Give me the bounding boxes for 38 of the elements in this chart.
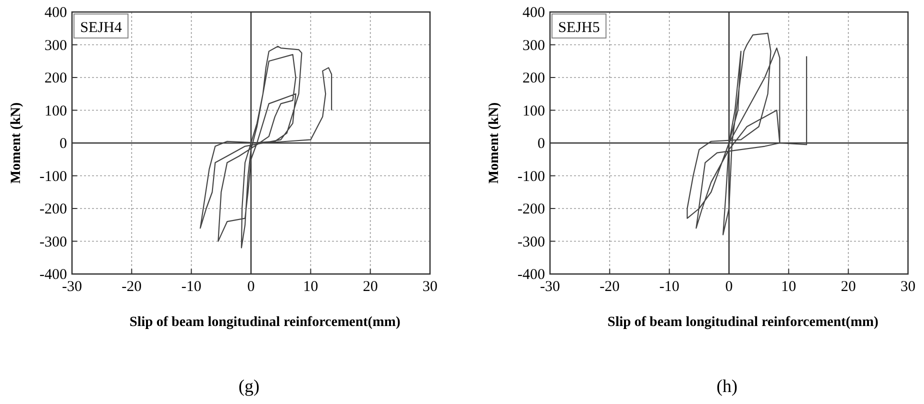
x-tick-label: -10 <box>659 279 680 295</box>
y-tick-label: -300 <box>518 234 545 250</box>
y-tick-label: 400 <box>522 5 545 21</box>
text: (g) <box>238 376 260 396</box>
y-tick-label: 300 <box>44 38 67 54</box>
y-tick-label: 200 <box>522 70 545 86</box>
y-tick-label: 400 <box>44 5 67 21</box>
y-tick-label: -100 <box>40 168 67 185</box>
x-tick-label: 0 <box>725 279 733 295</box>
x-tick-label: 20 <box>362 279 378 295</box>
y-tick-label: 300 <box>522 38 545 54</box>
y-axis-title: Moment (kN) <box>9 102 24 184</box>
x-tick-label: -20 <box>600 279 620 295</box>
x-tick-label: -10 <box>181 279 202 295</box>
x-axis-title: Slip of beam longitudinal reinforcement(mm) <box>130 315 401 330</box>
x-tick-label: 0 <box>247 279 255 295</box>
text: SEJH4 <box>80 20 122 36</box>
y-tick-label: -200 <box>518 202 545 218</box>
x-tick-label: 10 <box>781 279 796 295</box>
y-tick-label: 0 <box>538 136 545 152</box>
text: (h) <box>716 376 738 396</box>
y-tick-label: -100 <box>518 168 545 185</box>
y-tick-label: 0 <box>60 136 67 152</box>
x-tick-label: 10 <box>303 279 318 295</box>
line-series <box>686 32 808 236</box>
x-tick-label: 20 <box>840 279 856 295</box>
x-tick-label: 30 <box>422 279 438 295</box>
y-tick-label: 200 <box>44 70 67 86</box>
x-tick-label: 30 <box>900 279 916 295</box>
text: SEJH5 <box>558 20 600 36</box>
y-axis-title: Moment (kN) <box>487 102 502 184</box>
x-axis-title: Slip of beam longitudinal reinforcement(mm) <box>608 315 879 330</box>
x-tick-label: -20 <box>122 279 142 295</box>
y-tick-label: -200 <box>40 202 67 218</box>
y-tick-label: -300 <box>40 234 67 250</box>
y-tick-label: 100 <box>522 103 545 120</box>
line-series <box>200 46 332 248</box>
y-tick-label: 100 <box>44 103 67 120</box>
